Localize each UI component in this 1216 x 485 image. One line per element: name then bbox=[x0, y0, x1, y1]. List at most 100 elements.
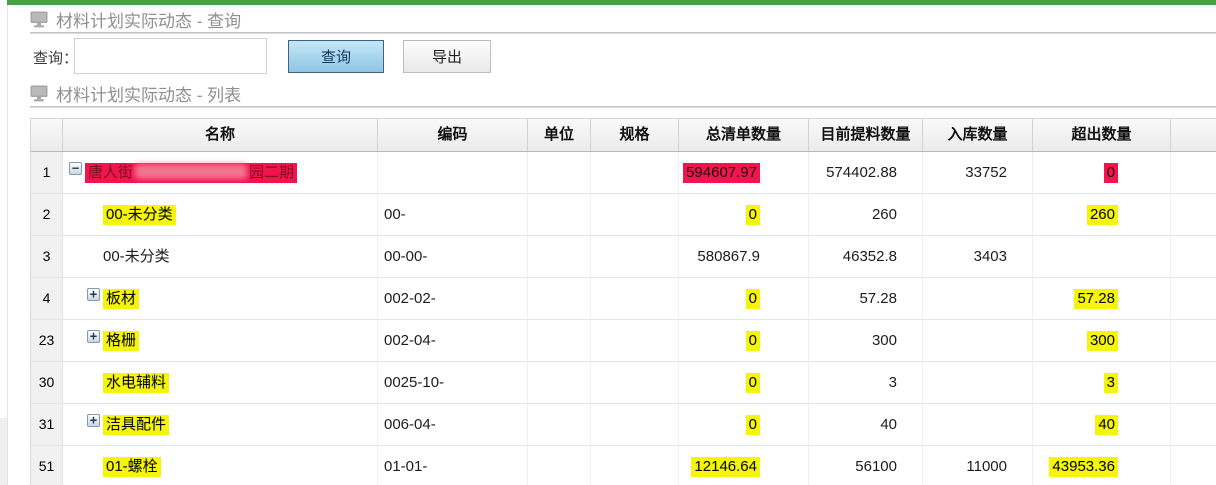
spec-cell bbox=[591, 446, 679, 485]
total-cell: 0 bbox=[679, 278, 809, 319]
left-gutter-divider bbox=[7, 5, 8, 485]
picked-value: 3 bbox=[888, 374, 897, 391]
code-cell: 002-04- bbox=[378, 320, 528, 361]
unit-cell bbox=[528, 404, 591, 445]
spec-cell bbox=[591, 320, 679, 361]
unit-cell bbox=[528, 278, 591, 319]
total-value: 0 bbox=[745, 289, 760, 309]
picked-cell: 46352.8 bbox=[809, 236, 923, 277]
table-row[interactable]: 1− 唐人街 园二期 594607.97 574402.88 33752 0 bbox=[31, 152, 1216, 194]
picked-value: 56100 bbox=[855, 458, 897, 475]
filler-cell bbox=[1171, 446, 1216, 485]
stored-cell bbox=[923, 278, 1033, 319]
expand-icon[interactable]: + bbox=[87, 329, 100, 343]
total-cell: 12146.64 bbox=[679, 446, 809, 485]
expand-icon[interactable]: + bbox=[87, 287, 100, 301]
query-section-title-text: 材料计划实际动态 - 查询 bbox=[56, 12, 242, 31]
row-number-cell: 2 bbox=[31, 194, 63, 235]
table-row[interactable]: 3 00-未分类 00-00- 580867.9 46352.8 3403 bbox=[31, 236, 1216, 278]
filler-cell bbox=[1171, 362, 1216, 403]
excess-cell: 43953.36 bbox=[1033, 446, 1171, 485]
search-input[interactable] bbox=[74, 38, 267, 74]
name-cell: 00-未分类 bbox=[63, 236, 378, 277]
code-cell: 01-01- bbox=[378, 446, 528, 485]
table-header-row: 名称 编码 单位 规格 总清单数量 目前提料数量 入库数量 超出数量 bbox=[31, 119, 1216, 152]
filler-cell bbox=[1171, 278, 1216, 319]
table-row[interactable]: 23 + 格栅 002-04- 0 300 300 bbox=[31, 320, 1216, 362]
row-name: 洁具配件 bbox=[103, 415, 170, 435]
code-value: 00- bbox=[384, 206, 406, 223]
spec-cell bbox=[591, 152, 679, 193]
total-value: 12146.64 bbox=[691, 457, 760, 477]
monitor-icon bbox=[30, 85, 48, 102]
total-cell: 0 bbox=[679, 362, 809, 403]
table-row[interactable]: 2 00-未分类 00- 0 260 260 bbox=[31, 194, 1216, 236]
header-unit: 单位 bbox=[528, 119, 591, 151]
row-name: 水电辅料 bbox=[103, 373, 170, 393]
unit-cell bbox=[528, 320, 591, 361]
excess-value: 260 bbox=[1086, 205, 1118, 225]
total-cell: 594607.97 bbox=[679, 152, 809, 193]
total-cell: 0 bbox=[679, 194, 809, 235]
export-button[interactable]: 导出 bbox=[403, 40, 491, 73]
name-cell: + 洁具配件 bbox=[63, 404, 378, 445]
section-divider bbox=[30, 32, 1216, 34]
name-cell: − 唐人街 园二期 bbox=[63, 152, 378, 193]
row-name: 格栅 bbox=[103, 331, 140, 351]
row-name: 00-未分类 bbox=[103, 248, 170, 265]
table-row[interactable]: 51 01-螺栓 01-01- 12146.64 56100 11000 43953.36 bbox=[31, 446, 1216, 485]
code-value: 002-02- bbox=[384, 290, 436, 307]
total-value: 594607.97 bbox=[683, 163, 760, 183]
list-section-title: 材料计划实际动态 - 列表 bbox=[30, 81, 241, 106]
header-name: 名称 bbox=[63, 119, 378, 151]
picked-cell: 40 bbox=[809, 404, 923, 445]
row-number-cell: 51 bbox=[31, 446, 63, 485]
unit-cell bbox=[528, 194, 591, 235]
search-button[interactable]: 查询 bbox=[288, 40, 384, 73]
table-body: 1− 唐人街 园二期 594607.97 574402.88 33752 0 2 00-未分类 0… bbox=[31, 152, 1216, 485]
total-cell: 0 bbox=[679, 320, 809, 361]
spec-cell bbox=[591, 278, 679, 319]
table-row[interactable]: 31 + 洁具配件 006-04- 0 40 40 bbox=[31, 404, 1216, 446]
unit-cell bbox=[528, 362, 591, 403]
query-label: 查询： bbox=[33, 50, 79, 67]
picked-value: 300 bbox=[871, 332, 897, 349]
code-cell: 00-00- bbox=[378, 236, 528, 277]
header-filler bbox=[1171, 119, 1216, 151]
row-number-cell: 23 bbox=[31, 320, 63, 361]
code-cell: 006-04- bbox=[378, 404, 528, 445]
code-value: 0025-10- bbox=[384, 374, 445, 391]
total-cell: 0 bbox=[679, 404, 809, 445]
spec-cell bbox=[591, 404, 679, 445]
unit-cell bbox=[528, 152, 591, 193]
collapse-icon[interactable]: − bbox=[69, 161, 82, 175]
unit-cell bbox=[528, 236, 591, 277]
code-cell: 00- bbox=[378, 194, 528, 235]
total-cell: 580867.9 bbox=[679, 236, 809, 277]
total-value: 0 bbox=[745, 205, 760, 225]
stored-value: 33752 bbox=[965, 164, 1007, 181]
excess-cell: 40 bbox=[1033, 404, 1171, 445]
excess-cell bbox=[1033, 236, 1171, 277]
total-value: 0 bbox=[745, 415, 760, 435]
stored-cell bbox=[923, 320, 1033, 361]
picked-cell: 260 bbox=[809, 194, 923, 235]
excess-value: 3 bbox=[1103, 373, 1118, 393]
stored-cell bbox=[923, 194, 1033, 235]
expand-icon[interactable]: + bbox=[87, 413, 100, 427]
table-row[interactable]: 4 + 板材 002-02- 0 57.28 57.28 bbox=[31, 278, 1216, 320]
picked-value: 260 bbox=[871, 206, 897, 223]
row-name: 00-未分类 bbox=[103, 205, 176, 225]
stored-cell bbox=[923, 404, 1033, 445]
filler-cell bbox=[1171, 152, 1216, 193]
row-number-cell: 3 bbox=[31, 236, 63, 277]
excess-cell: 260 bbox=[1033, 194, 1171, 235]
spec-cell bbox=[591, 194, 679, 235]
query-section-title: 材料计划实际动态 - 查询 bbox=[30, 7, 241, 32]
total-value: 0 bbox=[745, 331, 760, 351]
code-cell bbox=[378, 152, 528, 193]
table-row[interactable]: 30 水电辅料 0025-10- 0 3 3 bbox=[31, 362, 1216, 404]
row-name: 01-螺栓 bbox=[103, 457, 161, 477]
name-cell: + 板材 bbox=[63, 278, 378, 319]
